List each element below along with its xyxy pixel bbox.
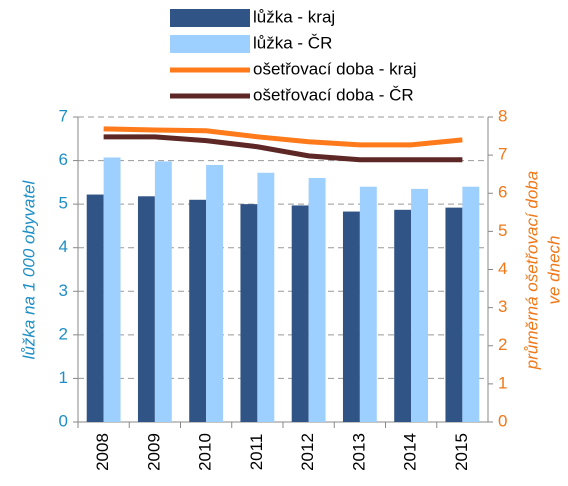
x-tick-label: 2012 (298, 433, 317, 471)
legend-swatch (170, 35, 250, 53)
bar (189, 199, 207, 422)
y2-tick-label: 0 (498, 411, 507, 430)
x-tick-label: 2015 (452, 433, 471, 471)
bar (103, 157, 121, 422)
bar (359, 186, 377, 422)
bar (154, 161, 172, 422)
bar (445, 207, 463, 422)
legend-swatch (170, 9, 250, 27)
bar (257, 172, 275, 422)
y-tick-label: 4 (59, 237, 68, 256)
line (103, 126, 463, 148)
y2-tick-label: 2 (498, 335, 507, 354)
x-tick-label: 2008 (93, 433, 112, 471)
y2-axis-label: ve dnech (544, 236, 563, 305)
bar (137, 196, 155, 422)
legend-label: ošetřovací doba - kraj (253, 59, 416, 78)
bar (462, 186, 480, 422)
y2-tick-label: 6 (498, 183, 507, 202)
y-tick-label: 2 (59, 324, 68, 343)
y2-tick-label: 1 (498, 373, 507, 392)
y-tick-label: 3 (59, 281, 68, 300)
y2-tick-label: 5 (498, 221, 507, 240)
y2-tick-label: 3 (498, 297, 507, 316)
x-tick-label: 2009 (144, 433, 163, 471)
bar (308, 178, 326, 422)
bar (342, 211, 360, 422)
line (103, 134, 463, 163)
x-tick-label: 2011 (247, 434, 266, 471)
y-tick-label: 7 (59, 106, 68, 125)
y-tick-label: 1 (59, 368, 68, 387)
y-axis-label: lůžka na 1 000 obyvatel (19, 179, 38, 359)
bar (206, 164, 224, 422)
y2-tick-label: 8 (498, 106, 507, 125)
y-tick-label: 6 (59, 150, 68, 169)
x-tick-label: 2013 (349, 433, 368, 471)
y2-tick-label: 7 (498, 145, 507, 164)
y2-tick-label: 4 (498, 259, 507, 278)
x-tick-label: 2010 (196, 433, 215, 471)
y-tick-label: 5 (59, 194, 68, 213)
bar (240, 204, 258, 422)
bar (394, 209, 412, 422)
y-tick-label: 0 (59, 411, 68, 430)
bar (291, 205, 309, 422)
bar (86, 194, 104, 422)
legend-label: lůžka - kraj (253, 7, 335, 26)
y2-axis-label: průměrná ošetřovací doba (522, 171, 541, 370)
legend-label: lůžka - ČR (253, 33, 332, 52)
bar (411, 188, 429, 422)
legend-label: ošetřovací doba - ČR (253, 85, 414, 104)
x-tick-label: 2014 (401, 433, 420, 471)
